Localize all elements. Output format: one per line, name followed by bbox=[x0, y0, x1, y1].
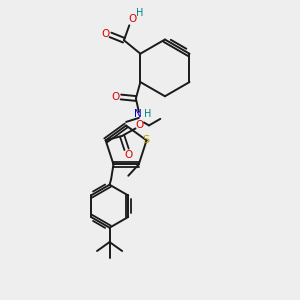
Text: O: O bbox=[101, 29, 109, 39]
Text: H: H bbox=[136, 8, 143, 18]
Text: O: O bbox=[124, 150, 132, 160]
Text: O: O bbox=[112, 92, 120, 102]
Text: O: O bbox=[128, 14, 136, 24]
Text: S: S bbox=[142, 135, 149, 145]
Text: N: N bbox=[134, 109, 142, 119]
Text: H: H bbox=[143, 109, 151, 119]
Text: O: O bbox=[136, 120, 144, 130]
